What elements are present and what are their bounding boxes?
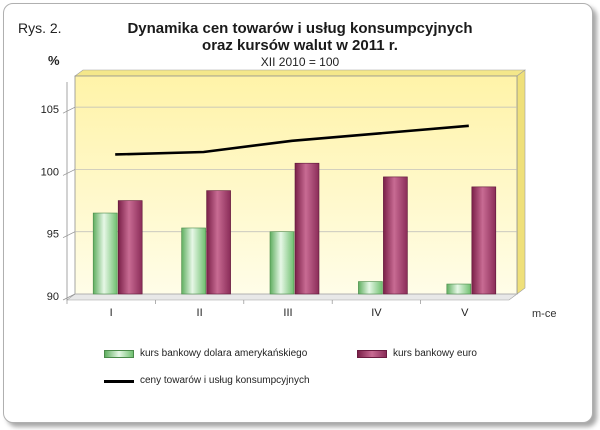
y-tick-label: 105: [41, 104, 59, 116]
bar-eur: [471, 186, 497, 295]
chart-subtitle: XII 2010 = 100: [260, 55, 340, 69]
bar-eur: [206, 190, 231, 295]
y-tick-label: 90: [47, 291, 59, 303]
y-tick-mark: [62, 169, 76, 176]
legend-label-cpi: ceny towarów i usług konsumpcyjnych: [140, 375, 310, 386]
x-tick-label: III: [283, 307, 292, 319]
bar-eur: [383, 176, 408, 295]
legend-label-eur: kurs bankowy euro: [393, 348, 477, 359]
bar-usd: [92, 212, 118, 295]
figure-label: Rys. 2.: [18, 20, 62, 36]
y-tick-mark: [62, 106, 76, 114]
y-tick-mark: [62, 231, 76, 239]
chart-title-line1: Dynamika cen towarów i usług konsumpcyjn…: [127, 20, 473, 37]
legend-line-cpi: [104, 380, 134, 383]
y-unit-label: %: [48, 53, 60, 68]
bar-usd: [269, 231, 295, 295]
bar-usd: [358, 281, 383, 295]
bar-usd: [446, 283, 472, 295]
y-tick-label: 100: [41, 166, 59, 178]
x-tick-label: IV: [371, 307, 382, 319]
x-tick-label: II: [197, 307, 203, 319]
y-tick-label: 95: [47, 229, 59, 241]
plot-top-wall: [74, 69, 526, 77]
bar-eur: [117, 200, 143, 295]
plot-floor: [66, 293, 518, 301]
x-unit-label: m-ce: [532, 308, 557, 320]
y-tick-mark: [62, 293, 76, 301]
x-tick-label: V: [461, 307, 469, 319]
bar-eur: [294, 162, 320, 295]
chart-title-line2: oraz kursów walut w 2011 r.: [202, 37, 398, 54]
legend-swatch-eur: [357, 350, 387, 358]
plot-side-wall: [516, 69, 526, 295]
x-tick-label: I: [110, 307, 113, 319]
legend-label-usd: kurs bankowy dolara amerykańskiego: [140, 348, 308, 359]
legend-swatch-usd: [104, 350, 134, 358]
bar-usd: [181, 227, 206, 295]
cpi-line: [115, 124, 469, 156]
